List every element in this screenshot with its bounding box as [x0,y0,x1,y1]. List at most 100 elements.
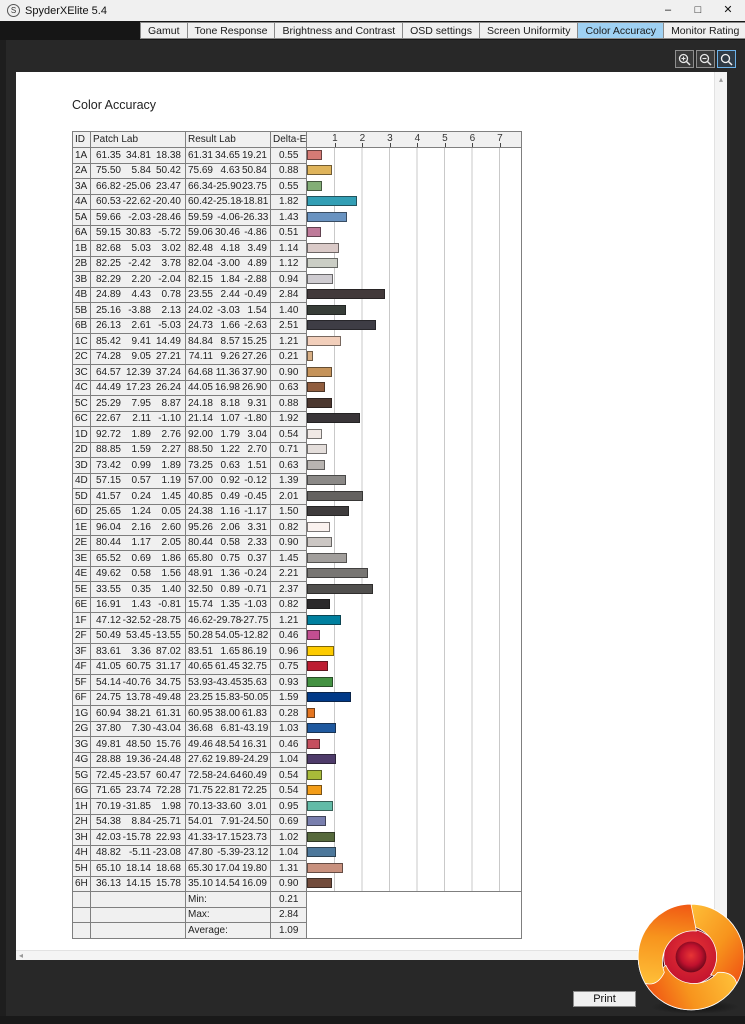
patch-lab-values: 60.94 38.21 61.31 [90,705,186,722]
patch-id: 1H [72,798,91,815]
delta-e-bar [307,304,346,315]
delta-e-bar-cell [306,426,523,442]
delta-e-bar-cell [306,550,523,566]
patch-id: 3H [72,829,91,846]
delta-e-bar [307,552,348,563]
table-row: 2B 82.25 -2.42 3.78 82.04 -3.00 4.89 1.12 [72,255,523,272]
table-row: 5C 25.29 7.95 8.87 24.18 8.18 9.31 0.88 [72,395,523,412]
result-lab-values: 71.75 22.81 72.25 [185,782,271,799]
delta-e-bar [307,630,320,640]
horizontal-scrollbar[interactable]: ◂ [16,950,714,960]
summary-row: Min: 0.21 [72,891,523,939]
table-row: 3A 66.82 -25.06 23.47 66.34-25.9023.75 0.55 [72,178,523,195]
delta-e-value: 0.63 [269,457,308,474]
tab-tone-response[interactable]: Tone Response [187,22,276,39]
tab-monitor-rating[interactable]: Monitor Rating [664,22,745,39]
result-lab-values: 47.80 -5.39-23.12 [185,844,271,861]
patch-id: 3F [72,643,91,660]
delta-e-value: 1.50 [269,503,308,520]
tab-osd-settings[interactable]: OSD settings [403,22,480,39]
result-lab-values: 84.84 8.57 15.25 [185,333,271,350]
patch-id: 1A [72,147,91,164]
delta-e-bar [307,459,325,470]
empty-cell [72,906,91,923]
patch-id: 1C [72,333,91,350]
patch-lab-values: 73.42 0.99 1.89 [90,457,186,474]
patch-id: 4A [72,193,91,210]
result-lab-values: 27.62 19.89-24.29 [185,751,271,768]
delta-e-value: 2.84 [269,286,308,303]
result-lab-values: 48.91 1.36 -0.24 [185,565,271,582]
delta-e-bar [307,661,328,671]
patch-lab-values: 85.42 9.41 14.49 [90,333,186,350]
scroll-left-icon[interactable]: ◂ [19,951,24,960]
patch-lab-values: 61.35 34.81 18.38 [90,147,186,164]
patch-id: 4E [72,565,91,582]
table-row: 3D 73.42 0.99 1.89 73.25 0.63 1.51 0.63 [72,457,523,474]
patch-id: 2G [72,720,91,737]
zoom-in-button[interactable] [675,50,694,68]
zoom-reset-button[interactable] [717,50,736,68]
delta-e-bar-cell [306,318,523,334]
patch-id: 5B [72,302,91,319]
report-page: Color Accuracy ID Patch Lab Result Lab D… [16,72,727,960]
delta-e-bar [307,831,336,842]
vertical-scrollbar[interactable]: ▴ [714,72,727,950]
table-row: 4H 48.82 -5.11 -23.08 47.80 -5.39-23.12 1.04 [72,844,523,861]
patch-id: 5D [72,488,91,505]
patch-lab-values: 22.67 2.11 -1.10 [90,410,186,427]
result-lab-values: 66.34-25.9023.75 [185,178,271,195]
table-row: 1A 61.35 34.81 18.38 61.31 34.65 19.21 0.55 [72,147,523,164]
delta-e-value: 0.69 [269,813,308,830]
scroll-up-icon[interactable]: ▴ [718,75,723,84]
delta-e-bar [307,428,323,439]
tab-gamut[interactable]: Gamut [140,22,188,39]
column-header-patch-lab: Patch Lab [90,131,186,148]
delta-e-bar-cell [306,659,523,675]
table-row: 6D 25.65 1.24 0.05 24.38 1.16 -1.17 1.50 [72,503,523,520]
patch-id: 5F [72,674,91,691]
maximize-button[interactable]: □ [694,4,702,16]
table-row: 4C 44.49 17.23 26.24 44.05 16.98 26.90 0.63 [72,379,523,396]
tab-color-accuracy[interactable]: Color Accuracy [578,22,665,39]
delta-e-value: 0.21 [269,348,308,365]
print-button[interactable]: Print [573,991,636,1007]
patch-id: 2C [72,348,91,365]
empty-cell [72,922,91,939]
delta-e-bar [307,769,323,780]
delta-e-bar-cell [306,302,523,318]
patch-lab-values: 48.82 -5.11 -23.08 [90,844,186,861]
delta-e-bar [307,645,334,656]
tab-screen-uniformity[interactable]: Screen Uniformity [480,22,579,39]
close-button[interactable]: ✕ [723,4,733,16]
table-row: 2G 37.80 7.30 -43.04 36.68 6.81-43.19 1.03 [72,720,523,737]
result-lab-values: 80.44 0.58 2.33 [185,534,271,551]
result-lab-values: 64.68 11.36 37.90 [185,364,271,381]
patch-lab-values: 92.72 1.89 2.76 [90,426,186,443]
result-lab-values: 50.28 54.05-12.82 [185,627,271,644]
delta-e-value: 0.28 [269,705,308,722]
zoom-out-button[interactable] [696,50,715,68]
result-lab-values: 36.68 6.81-43.19 [185,720,271,737]
delta-e-bar-cell [306,566,523,582]
patch-lab-values: 82.25 -2.42 3.78 [90,255,186,272]
delta-e-bar [307,723,336,733]
patch-id: 6G [72,782,91,799]
result-lab-values: 88.50 1.22 2.70 [185,441,271,458]
patch-id: 3A [72,178,91,195]
tab-brightness-and-contrast[interactable]: Brightness and Contrast [275,22,404,39]
delta-e-value: 0.46 [269,627,308,644]
result-lab-values: 41.33-17.1523.73 [185,829,271,846]
patch-lab-values: 47.12 -32.52 -28.75 [90,612,186,629]
delta-e-bar-cell [306,333,523,349]
delta-e-bar-cell [306,473,523,489]
delta-e-value: 1.40 [269,302,308,319]
delta-e-value: 1.12 [269,255,308,272]
delta-e-bar [307,320,377,330]
axis-tick-label: 6 [469,133,476,144]
axis-tick-mark [417,143,419,147]
minimize-button[interactable]: – [664,4,672,16]
delta-e-bar [307,738,320,749]
table-row: 2C 74.28 9.05 27.21 74.11 9.26 27.26 0.21 [72,348,523,365]
delta-e-value: 1.03 [269,720,308,737]
